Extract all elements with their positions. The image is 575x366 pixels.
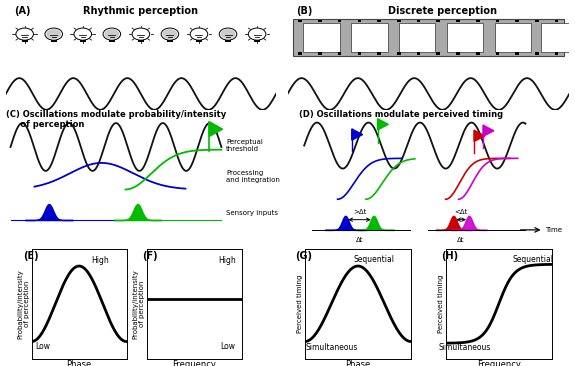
Circle shape [46, 29, 61, 39]
Y-axis label: Perceived timing: Perceived timing [297, 274, 304, 333]
Circle shape [163, 29, 178, 39]
X-axis label: Frequency: Frequency [477, 360, 521, 366]
Bar [298, 20, 302, 22]
Y-axis label: Probability/intensity
of perception: Probability/intensity of perception [17, 269, 30, 339]
Bar [377, 52, 381, 55]
FancyBboxPatch shape [109, 40, 115, 42]
Bar [515, 52, 519, 55]
Text: Simultaneous: Simultaneous [439, 343, 491, 352]
Text: Time: Time [545, 227, 562, 233]
Bar [358, 20, 361, 22]
Circle shape [248, 28, 266, 40]
Text: (B): (B) [296, 5, 312, 15]
Text: (E): (E) [24, 251, 39, 261]
Text: (G): (G) [296, 251, 312, 261]
FancyBboxPatch shape [196, 40, 202, 42]
Text: Low: Low [36, 342, 51, 351]
Circle shape [161, 28, 179, 40]
Bar [555, 20, 558, 22]
Bar [555, 52, 558, 55]
Bar [358, 52, 361, 55]
Y-axis label: Perceived timing: Perceived timing [438, 274, 444, 333]
Bar [318, 52, 322, 55]
Bar [496, 20, 499, 22]
Bar [541, 23, 575, 52]
Bar [535, 20, 539, 22]
X-axis label: Frequency: Frequency [172, 360, 216, 366]
Circle shape [103, 28, 121, 40]
Text: (C) Oscillations modulate probability/intensity
     of perception: (C) Oscillations modulate probability/in… [6, 110, 226, 129]
Bar [351, 23, 388, 52]
Bar [298, 52, 302, 55]
Text: (F): (F) [142, 251, 158, 261]
FancyBboxPatch shape [80, 40, 86, 42]
Text: Δt: Δt [356, 237, 363, 243]
Text: Simultaneous: Simultaneous [305, 343, 358, 352]
Circle shape [221, 29, 236, 39]
Circle shape [132, 28, 150, 40]
Text: High: High [91, 257, 109, 265]
FancyBboxPatch shape [22, 40, 28, 42]
Bar [476, 20, 480, 22]
Text: Sequential: Sequential [512, 255, 553, 264]
Text: (A): (A) [14, 5, 30, 15]
Circle shape [104, 29, 119, 39]
Circle shape [45, 28, 63, 40]
Bar [494, 23, 531, 52]
Bar [397, 20, 401, 22]
Polygon shape [352, 129, 363, 140]
Bar [436, 52, 440, 55]
Polygon shape [474, 130, 485, 142]
Circle shape [74, 28, 91, 40]
Text: Perceptual
threshold: Perceptual threshold [226, 139, 263, 152]
X-axis label: Phase: Phase [346, 360, 370, 366]
Bar [436, 20, 440, 22]
Polygon shape [378, 119, 388, 130]
FancyBboxPatch shape [225, 40, 231, 42]
Text: Sensory inputs: Sensory inputs [226, 210, 278, 216]
FancyBboxPatch shape [51, 40, 57, 42]
Circle shape [16, 28, 33, 40]
Text: Rhythmic perception: Rhythmic perception [83, 5, 198, 15]
X-axis label: Phase: Phase [67, 360, 91, 366]
Bar [447, 23, 484, 52]
Text: High: High [218, 257, 236, 265]
Bar [456, 20, 460, 22]
Bar [496, 52, 499, 55]
Bar [417, 20, 420, 22]
Text: Sequential: Sequential [354, 255, 394, 264]
Circle shape [190, 28, 208, 40]
Circle shape [219, 28, 237, 40]
Bar [399, 23, 435, 52]
Polygon shape [209, 122, 223, 137]
Text: Processing
and integration: Processing and integration [226, 170, 280, 183]
Bar [338, 20, 342, 22]
Polygon shape [483, 125, 494, 137]
Bar [397, 52, 401, 55]
FancyBboxPatch shape [167, 40, 173, 42]
Bar [303, 23, 340, 52]
Bar [377, 20, 381, 22]
Bar [515, 20, 519, 22]
FancyBboxPatch shape [254, 40, 260, 42]
Text: Δt: Δt [457, 237, 465, 243]
Text: Low: Low [220, 342, 235, 351]
Bar [318, 20, 322, 22]
Bar [476, 52, 480, 55]
Bar [535, 52, 539, 55]
Text: <Δt: <Δt [454, 209, 468, 214]
FancyBboxPatch shape [138, 40, 144, 42]
Text: (D) Oscillations modulate perceived timing: (D) Oscillations modulate perceived timi… [299, 110, 503, 119]
Bar [338, 52, 342, 55]
Y-axis label: Probability/intensity
of perception: Probability/intensity of perception [132, 269, 145, 339]
Text: >Δt: >Δt [353, 209, 366, 214]
Text: (H): (H) [442, 251, 458, 261]
Text: Discrete perception: Discrete perception [388, 5, 497, 15]
Bar [293, 19, 564, 56]
Bar [417, 52, 420, 55]
Bar [456, 52, 460, 55]
